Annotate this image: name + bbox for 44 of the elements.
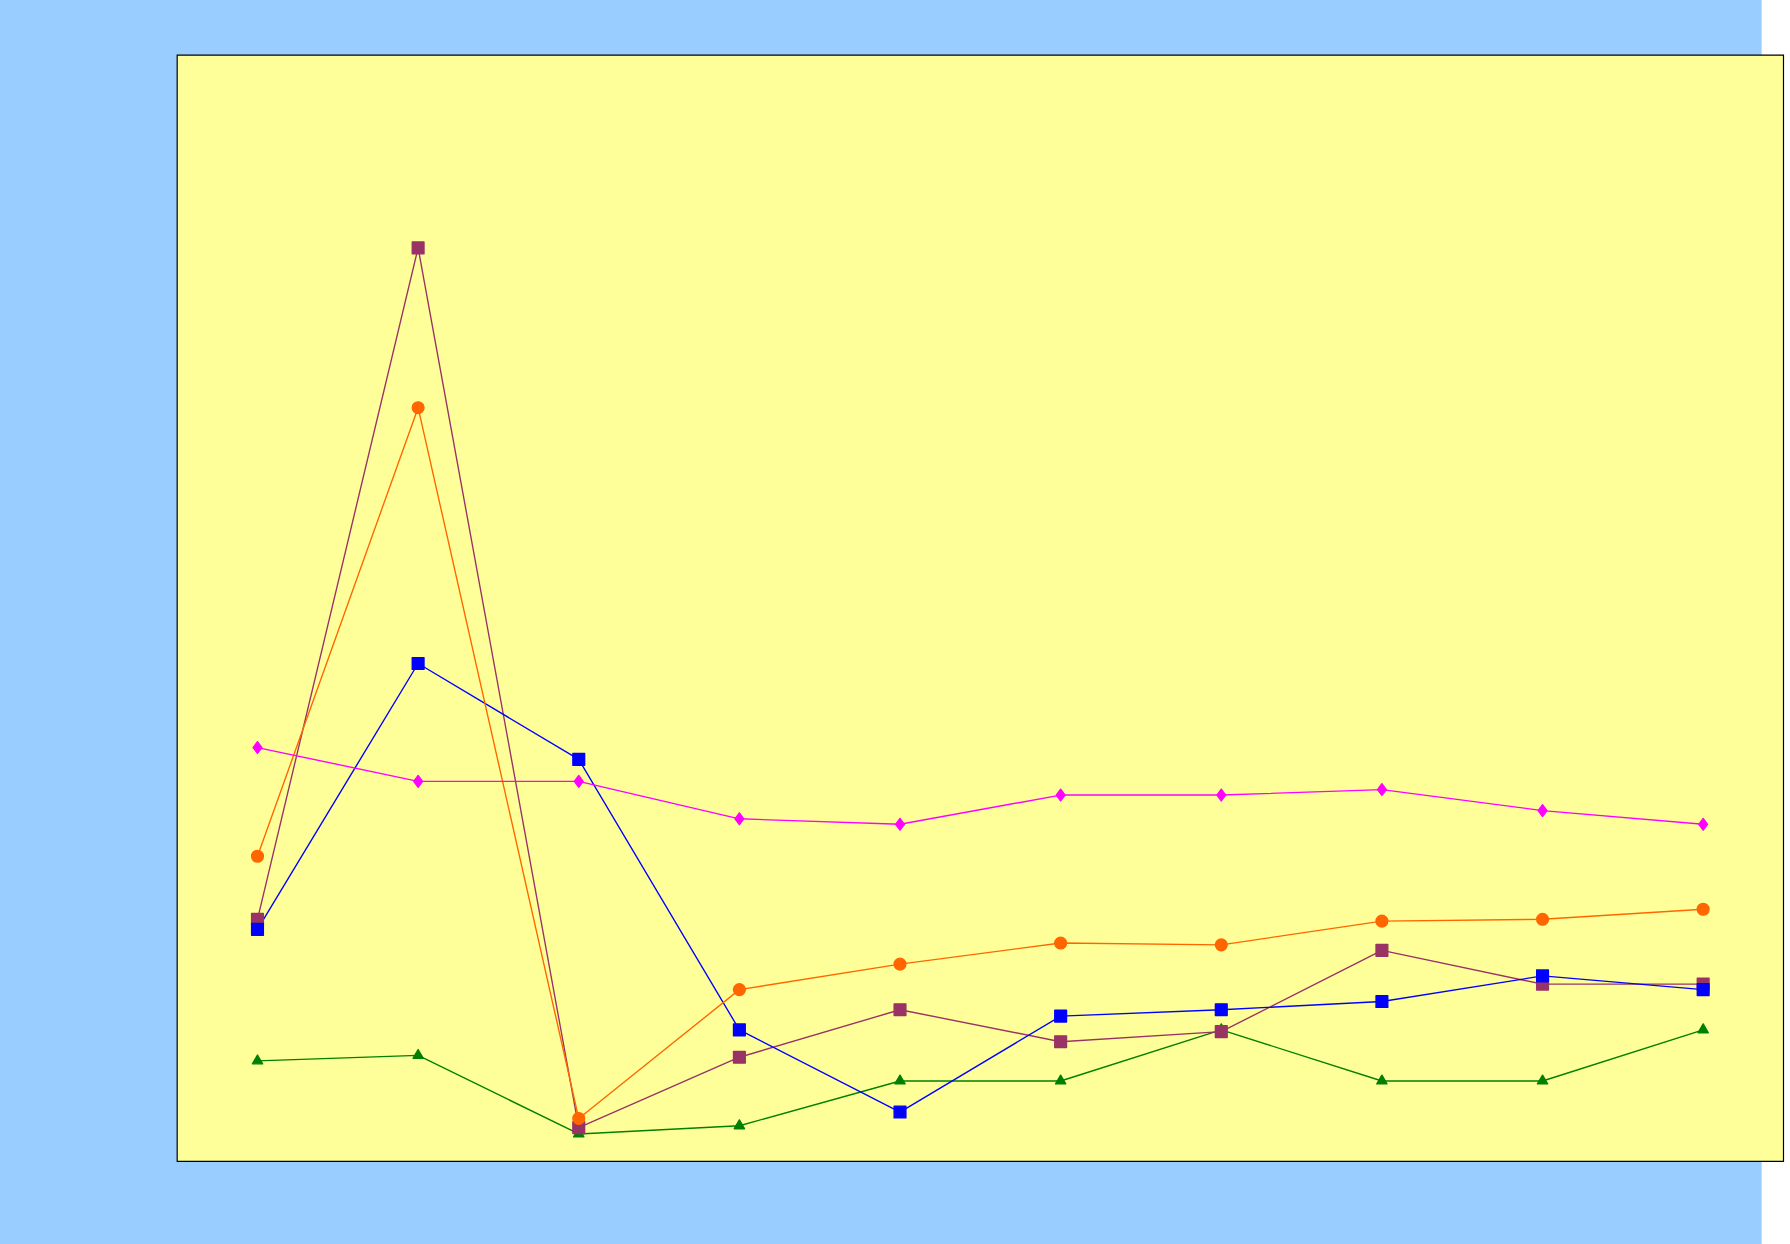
point	[1375, 994, 1389, 1009]
point	[251, 1054, 264, 1065]
point	[250, 922, 265, 936]
point	[894, 1074, 906, 1085]
point	[1696, 902, 1710, 916]
point	[250, 849, 265, 863]
point	[732, 983, 746, 997]
point	[1216, 788, 1227, 802]
point	[893, 1105, 907, 1119]
point	[893, 957, 907, 971]
point	[411, 656, 425, 671]
point	[1535, 969, 1550, 983]
point	[1535, 912, 1550, 926]
point	[734, 812, 745, 826]
point	[411, 401, 425, 415]
point	[572, 1111, 586, 1125]
point	[1054, 936, 1068, 950]
point	[1054, 1035, 1068, 1049]
point	[411, 241, 425, 255]
point	[1696, 983, 1710, 997]
point	[1536, 1074, 1549, 1085]
point	[1376, 1074, 1388, 1085]
point	[1698, 817, 1709, 831]
point	[1375, 914, 1389, 928]
point	[1214, 1003, 1228, 1017]
point	[252, 740, 263, 755]
point	[732, 1050, 746, 1064]
point	[1537, 803, 1548, 818]
point	[1214, 1025, 1228, 1039]
point	[1697, 1023, 1709, 1034]
point	[894, 817, 906, 831]
point	[573, 774, 584, 788]
point	[413, 774, 424, 788]
point	[1054, 1009, 1068, 1023]
point	[1055, 788, 1066, 802]
point	[572, 752, 586, 766]
point	[412, 1048, 424, 1060]
point	[1376, 782, 1388, 797]
point	[732, 1023, 746, 1037]
point	[1375, 943, 1389, 957]
point	[1054, 1074, 1067, 1085]
point	[893, 1003, 907, 1017]
point	[733, 1119, 746, 1130]
point	[1214, 938, 1228, 952]
